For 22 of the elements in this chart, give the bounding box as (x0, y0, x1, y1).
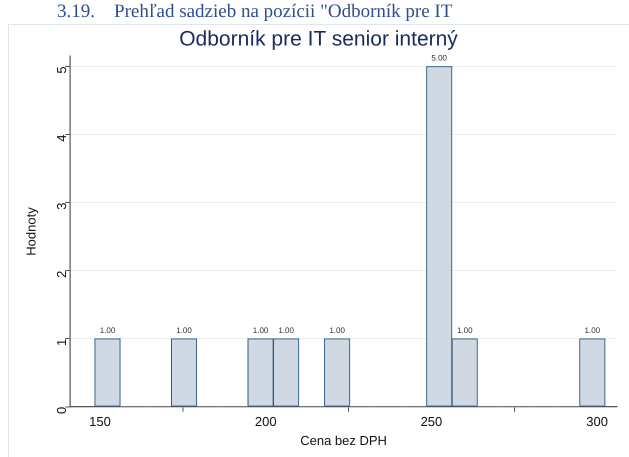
y-tick-label: 3 (54, 202, 69, 210)
data-label: 1.00 (252, 326, 269, 335)
data-label: 1.00 (176, 326, 192, 335)
y-tick-label: 2 (54, 270, 69, 278)
x-tick-label: 200 (254, 414, 277, 430)
y-tick-label: 4 (54, 134, 69, 142)
chart-title: Odborník pre IT senior interný (179, 27, 458, 50)
x-axis-title: Cena bez DPH (300, 432, 387, 448)
y-tick-label: 5 (54, 66, 69, 74)
x-tick-label: 150 (89, 414, 111, 430)
data-label: 1.00 (456, 326, 474, 335)
data-label: 1.00 (584, 326, 601, 335)
y-axis-title: Hodnoty (23, 206, 38, 256)
data-label: 1.00 (278, 326, 294, 335)
y-tick-label: 0 (54, 406, 69, 414)
y-tick-label: 1 (54, 338, 69, 346)
data-label: 1.00 (329, 326, 346, 335)
data-label: 1.00 (100, 326, 116, 335)
text: 3.19. Prehľad sadzieb na pozícii "Odborník pre IT (57, 0, 452, 23)
data-label: 5.00 (431, 54, 448, 63)
x-tick-label: 250 (420, 414, 442, 430)
x-tick-label: 300 (586, 414, 608, 430)
